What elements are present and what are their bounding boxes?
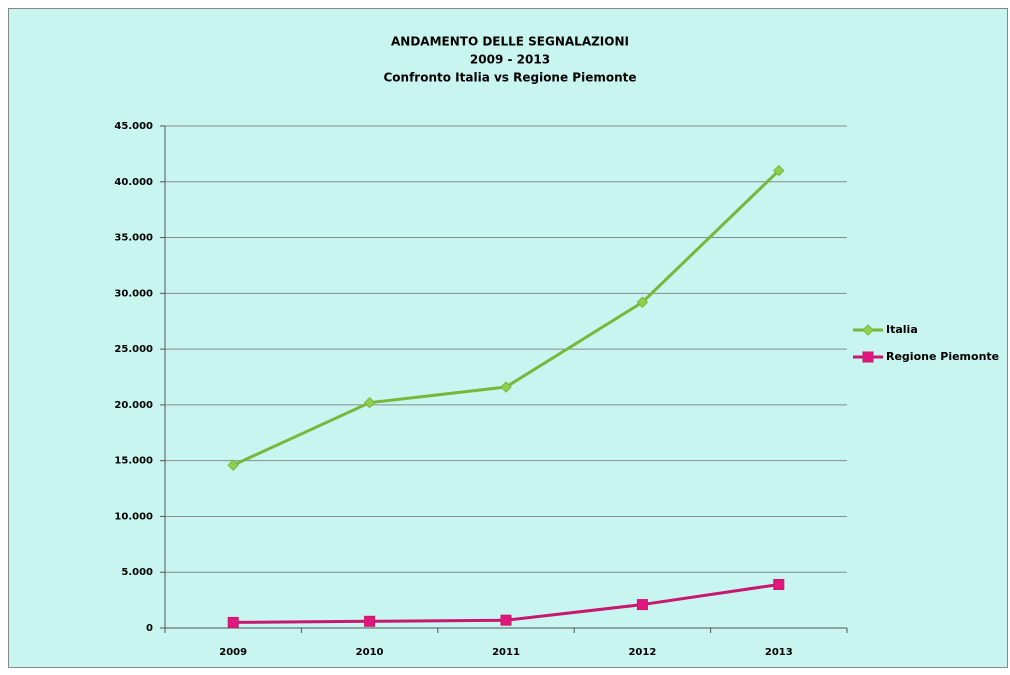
y-tick-label: 35.000: [114, 233, 153, 244]
x-tick-label: 2010: [356, 647, 384, 658]
chart-subtitle: Confronto Italia vs Regione Piemonte: [383, 71, 636, 85]
x-tick-label: 2013: [765, 647, 793, 658]
legend-label: Regione Piemonte: [886, 350, 999, 363]
legend-label: Italia: [886, 323, 918, 336]
legend-marker: [862, 324, 874, 336]
chart-title: ANDAMENTO DELLE SEGNALAZIONI: [391, 35, 629, 49]
x-tick-label: 2009: [219, 647, 247, 658]
chart-subtitle: 2009 - 2013: [470, 53, 550, 67]
data-point: [227, 459, 239, 471]
y-tick-label: 10.000: [114, 511, 153, 522]
y-tick-label: 40.000: [114, 177, 153, 188]
y-tick-label: 5.000: [121, 567, 153, 578]
data-point: [500, 614, 512, 626]
y-tick-label: 25.000: [114, 344, 153, 355]
x-tick-label: 2011: [492, 647, 520, 658]
data-point: [363, 396, 376, 409]
data-point: [636, 296, 649, 308]
data-point: [227, 616, 239, 628]
data-point: [364, 615, 376, 627]
y-tick-label: 30.000: [114, 288, 153, 299]
y-tick-label: 45.000: [114, 121, 153, 132]
data-point: [773, 578, 785, 590]
legend-marker: [862, 351, 874, 363]
chart-area: [8, 8, 1008, 668]
data-point: [636, 599, 648, 611]
data-point: [500, 381, 512, 393]
y-tick-label: 0: [146, 623, 153, 634]
data-point: [773, 164, 785, 177]
y-tick-label: 20.000: [114, 400, 153, 411]
x-tick-label: 2012: [628, 647, 656, 658]
y-tick-label: 15.000: [114, 456, 153, 467]
